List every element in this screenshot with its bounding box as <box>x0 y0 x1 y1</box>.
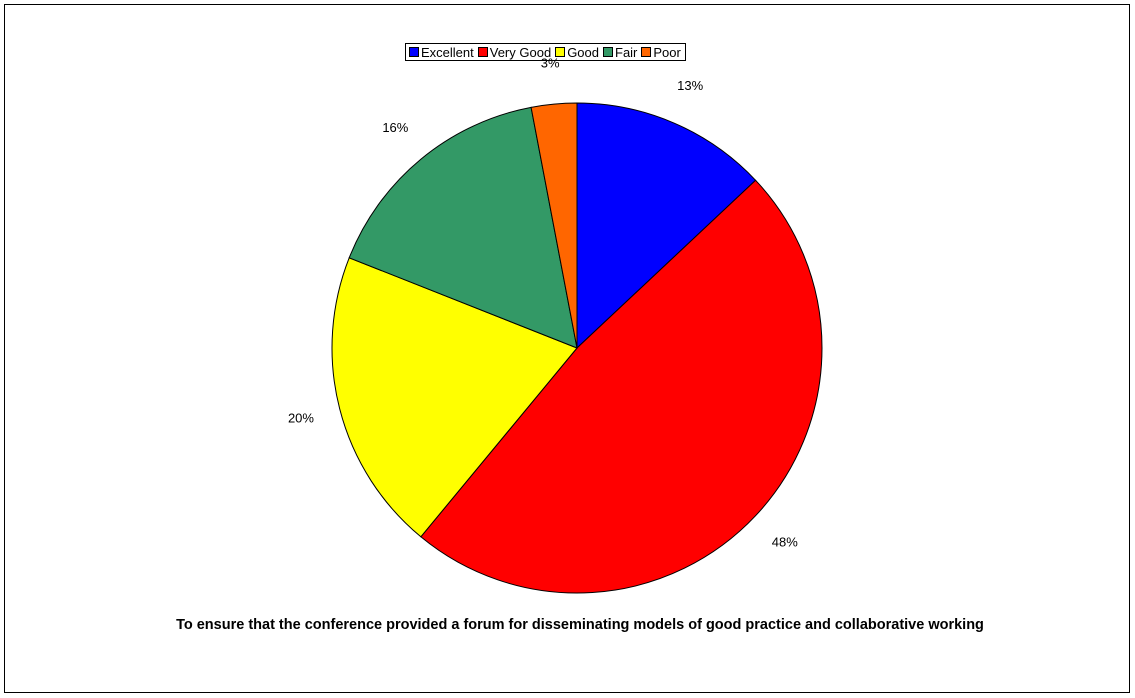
data-label-good: 20% <box>288 410 314 425</box>
legend-label-excellent: Excellent <box>421 44 474 60</box>
data-label-excellent: 13% <box>677 78 703 93</box>
legend-swatch-poor <box>641 47 652 57</box>
legend-swatch-good <box>555 47 566 57</box>
legend-label-fair: Fair <box>615 44 638 60</box>
pie-slice-fair <box>348 106 578 349</box>
legend-item-very-good: Very Good <box>477 44 552 60</box>
chart-title: To ensure that the conference provided a… <box>176 617 984 633</box>
legend-swatch-very-good <box>477 47 488 57</box>
legend-swatch-fair <box>603 47 613 57</box>
legend-item-poor: Poor <box>641 44 681 60</box>
legend-swatch-excellent <box>409 47 419 57</box>
legend-item-excellent: Excellent <box>409 45 474 60</box>
legend-label-very-good: Very Good <box>489 44 552 60</box>
legend: Excellent Very Good Good Fair Poor <box>405 43 686 61</box>
data-label-very-good: 48% <box>772 535 798 550</box>
pie-slice-excellent <box>576 102 757 350</box>
data-label-fair: 16% <box>382 120 408 135</box>
pie-slice-good <box>331 257 578 538</box>
pie-slice-very-good <box>420 179 823 594</box>
legend-item-good: Good <box>555 45 599 60</box>
legend-item-fair: Fair <box>603 45 637 60</box>
legend-label-poor: Poor <box>653 44 681 60</box>
legend-label-good: Good <box>567 44 599 60</box>
pie-slice-poor <box>530 102 578 349</box>
data-label-poor: 3% <box>541 56 560 71</box>
